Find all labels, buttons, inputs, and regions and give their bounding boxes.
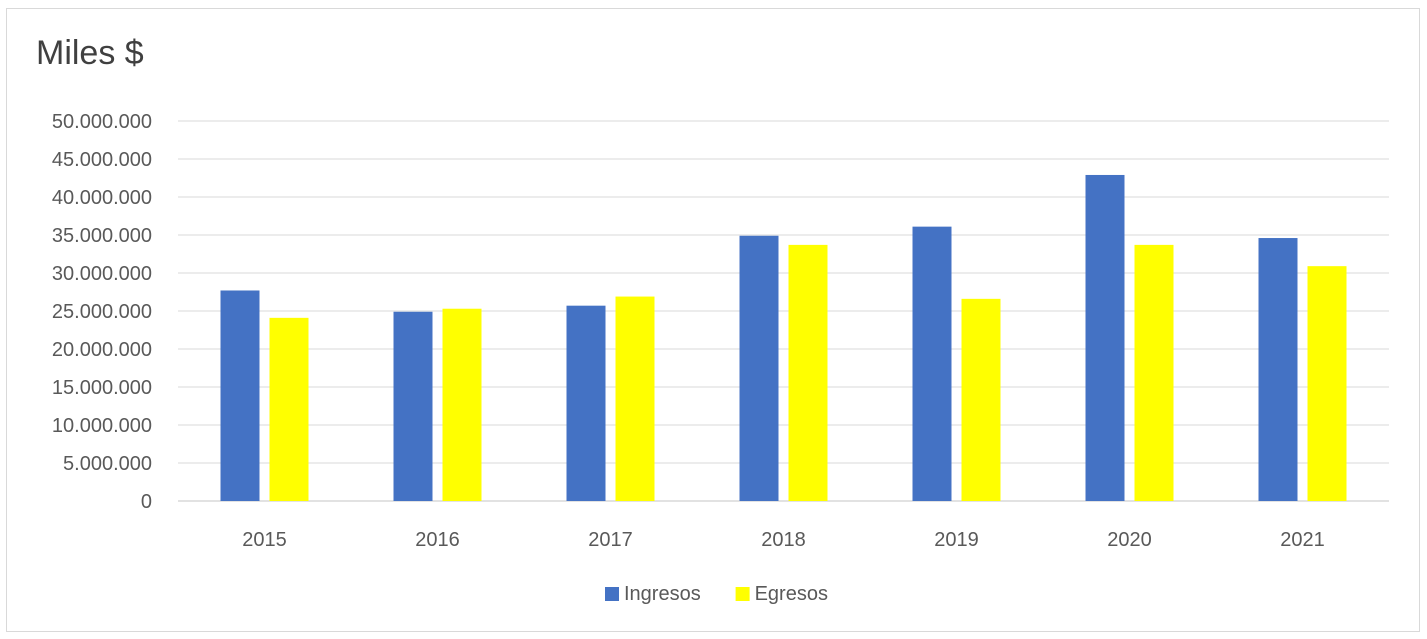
x-tick-label: 2015 bbox=[242, 529, 287, 551]
bar-egresos bbox=[442, 308, 482, 501]
bar-egresos bbox=[961, 298, 1001, 501]
y-tick-label: 10.000.000 bbox=[52, 415, 152, 437]
x-tick-label: 2016 bbox=[415, 529, 460, 551]
legend-swatch-egresos bbox=[735, 587, 750, 601]
x-tick-label: 2021 bbox=[1280, 529, 1325, 551]
x-tick-label: 2018 bbox=[761, 529, 806, 551]
grid-layer bbox=[178, 120, 1389, 502]
chart-title: Miles $ bbox=[36, 34, 144, 72]
y-tick-label: 5.000.000 bbox=[63, 453, 152, 475]
bar-ingresos bbox=[566, 305, 606, 501]
bar-ingresos bbox=[739, 235, 779, 501]
bar-egresos bbox=[1134, 244, 1174, 501]
bar-egresos bbox=[788, 244, 828, 501]
bar-ingresos bbox=[1258, 238, 1298, 502]
bar-layer bbox=[220, 174, 1347, 502]
y-tick-label: 45.000.000 bbox=[52, 149, 152, 171]
legend-label-ingresos: Ingresos bbox=[624, 583, 701, 605]
y-tick-label: 30.000.000 bbox=[52, 263, 152, 285]
x-tick-label: 2019 bbox=[934, 529, 979, 551]
bar-ingresos bbox=[393, 311, 433, 501]
y-tick-label: 20.000.000 bbox=[52, 339, 152, 361]
y-tick-layer: 0 5.000.000 10.000.000 15.000.000 20.000.000… bbox=[52, 111, 152, 513]
y-tick-label: 0 bbox=[141, 491, 152, 513]
x-tick-layer: 2015 2016 2017 2018 2019 2020 2021 bbox=[242, 529, 1325, 551]
bar-ingresos bbox=[220, 290, 260, 501]
y-tick-label: 50.000.000 bbox=[52, 111, 152, 133]
y-tick-label: 15.000.000 bbox=[52, 377, 152, 399]
bar-ingresos bbox=[912, 226, 952, 501]
y-tick-label: 40.000.000 bbox=[52, 187, 152, 209]
x-tick-label: 2017 bbox=[588, 529, 633, 551]
bar-egresos bbox=[1307, 266, 1347, 501]
legend-label-egresos: Egresos bbox=[755, 583, 828, 605]
x-tick-label: 2020 bbox=[1107, 529, 1152, 551]
legend-swatch-ingresos bbox=[605, 587, 619, 601]
bar-egresos bbox=[615, 296, 655, 501]
bar-ingresos bbox=[1085, 174, 1125, 501]
legend-layer: Ingresos Egresos bbox=[605, 583, 828, 605]
y-tick-label: 25.000.000 bbox=[52, 301, 152, 323]
y-tick-label: 35.000.000 bbox=[52, 225, 152, 247]
bar-egresos bbox=[269, 317, 309, 501]
